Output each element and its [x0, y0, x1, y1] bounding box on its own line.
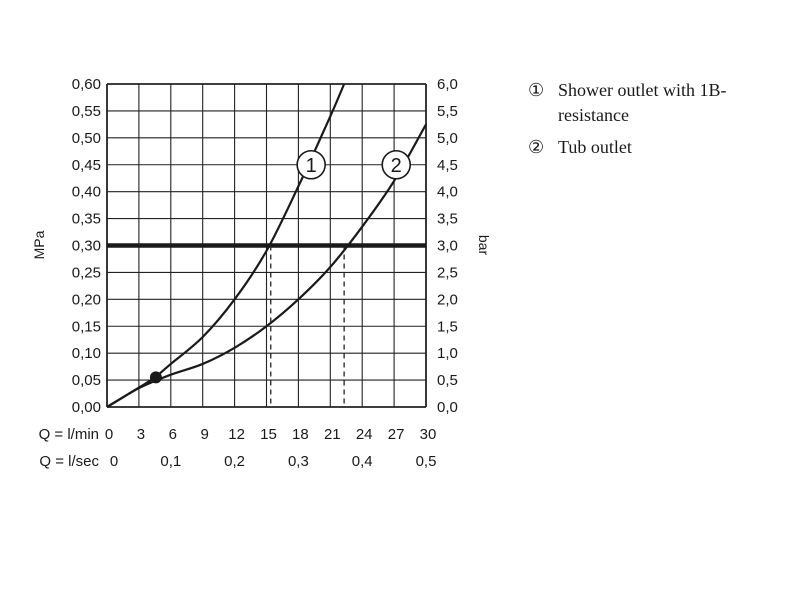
x-lmin-tick-label: 30 [420, 426, 437, 443]
legend: ① Shower outlet with 1B-resistance ② Tub… [528, 78, 778, 167]
x-lmin-tick-label: 9 [201, 426, 209, 443]
x-lsec-tick-label: 0,5 [416, 453, 437, 470]
y-right-tick-label: 0,5 [437, 372, 458, 389]
x-lsec-tick-label: 0,4 [352, 453, 373, 470]
x-lmin-prefix: Q = l/min [39, 426, 99, 443]
x-lmin-tick-label: 12 [228, 426, 245, 443]
y-left-axis-title: MPa [31, 230, 47, 259]
x-lmin-tick-label: 21 [324, 426, 341, 443]
x-lsec-tick-label: 0 [110, 453, 118, 470]
y-left-tick-label: 0,30 [72, 238, 101, 255]
y-left-tick-label: 0,15 [72, 318, 101, 335]
y-right-tick-label: 3,5 [437, 211, 458, 228]
y-right-tick-label: 3,0 [437, 238, 458, 255]
y-left-tick-label: 0,20 [72, 291, 101, 308]
y-right-tick-label: 4,5 [437, 157, 458, 174]
tick-labels: 0,000,050,100,150,200,250,300,350,400,45… [72, 76, 458, 470]
legend-item-shower: ① Shower outlet with 1B-resistance [528, 78, 778, 128]
y-right-tick-label: 2,0 [437, 291, 458, 308]
y-left-tick-label: 0,50 [72, 130, 101, 147]
x-lsec-tick-label: 0,3 [288, 453, 309, 470]
series-line-1 [106, 83, 346, 408]
curve-label-circle-2 [381, 149, 412, 180]
y-right-tick-label: 4,0 [437, 184, 458, 201]
y-left-tick-label: 0,45 [72, 157, 101, 174]
y-right-tick-label: 0,0 [437, 399, 458, 416]
y-left-tick-label: 0,60 [72, 76, 101, 93]
curve-label-1: 1 [306, 155, 317, 177]
y-left-tick-label: 0,55 [72, 103, 101, 120]
y-right-tick-label: 5,0 [437, 130, 458, 147]
y-right-tick-label: 2,5 [437, 264, 458, 281]
y-right-axis-title: bar [476, 235, 492, 256]
y-right-tick-label: 1,5 [437, 318, 458, 335]
y-left-tick-label: 0,05 [72, 372, 101, 389]
curve-label-circle-1 [296, 149, 326, 180]
legend-text-2: Tub outlet [558, 137, 632, 157]
y-left-tick-label: 0,00 [72, 399, 101, 416]
x-lmin-tick-label: 24 [356, 426, 373, 443]
y-right-tick-label: 6,0 [437, 76, 458, 93]
y-left-tick-label: 0,10 [72, 345, 101, 362]
y-right-tick-label: 1,0 [437, 345, 458, 362]
y-left-tick-label: 0,40 [72, 184, 101, 201]
y-left-tick-label: 0,25 [72, 264, 101, 281]
series-line-2 [106, 123, 427, 408]
x-lsec-tick-label: 0,2 [224, 453, 245, 470]
x-lmin-tick-label: 27 [388, 426, 405, 443]
x-lmin-tick-label: 0 [105, 426, 113, 443]
legend-item-tub: ② Tub outlet [528, 135, 778, 160]
legend-text-1: Shower outlet with 1B-resistance [558, 80, 727, 125]
x-lsec-prefix: Q = l/sec [39, 453, 99, 470]
y-left-tick-label: 0,35 [72, 211, 101, 228]
x-lmin-tick-label: 6 [169, 426, 177, 443]
legend-num-1: ① [528, 80, 545, 100]
data-marker [149, 371, 162, 384]
curve-label-2: 2 [391, 155, 402, 177]
x-lmin-tick-label: 18 [292, 426, 309, 443]
y-right-tick-label: 5,5 [437, 103, 458, 120]
x-lmin-tick-label: 3 [137, 426, 145, 443]
reference-layer [107, 243, 426, 407]
x-lmin-tick-label: 15 [260, 426, 277, 443]
x-lsec-tick-label: 0,1 [160, 453, 181, 470]
legend-num-2: ② [528, 137, 545, 157]
